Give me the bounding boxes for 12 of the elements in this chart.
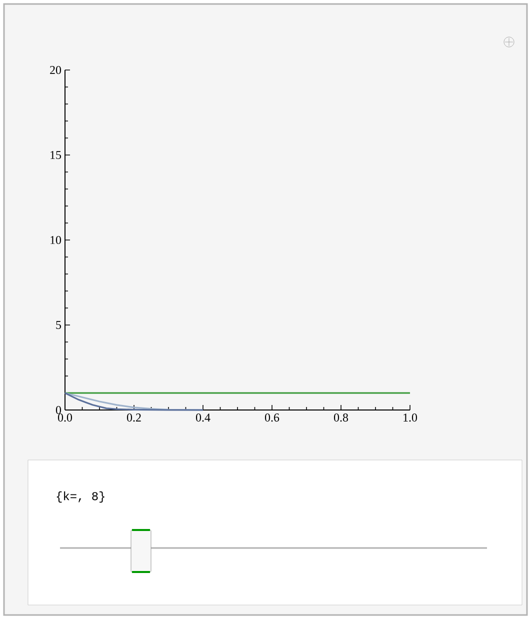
y-tick-label: 0 — [56, 406, 62, 414]
y-tick-label: 20 — [50, 66, 62, 74]
x-tick-label: 1.0 — [404, 414, 418, 422]
text: {k=, 8} — [56, 491, 104, 503]
y-tick-label: 15 — [50, 151, 62, 160]
y-tick-label: 5 — [56, 321, 62, 329]
x-tick-label: 0.6 — [264, 414, 280, 422]
x-tick-label: 0.8 — [334, 414, 348, 422]
x-tick-label: 0.4 — [196, 414, 210, 422]
x-tick-label: 0.0 — [58, 414, 72, 422]
x-tick-label: 0.2 — [126, 414, 141, 422]
y-tick-label: 10 — [50, 236, 62, 244]
